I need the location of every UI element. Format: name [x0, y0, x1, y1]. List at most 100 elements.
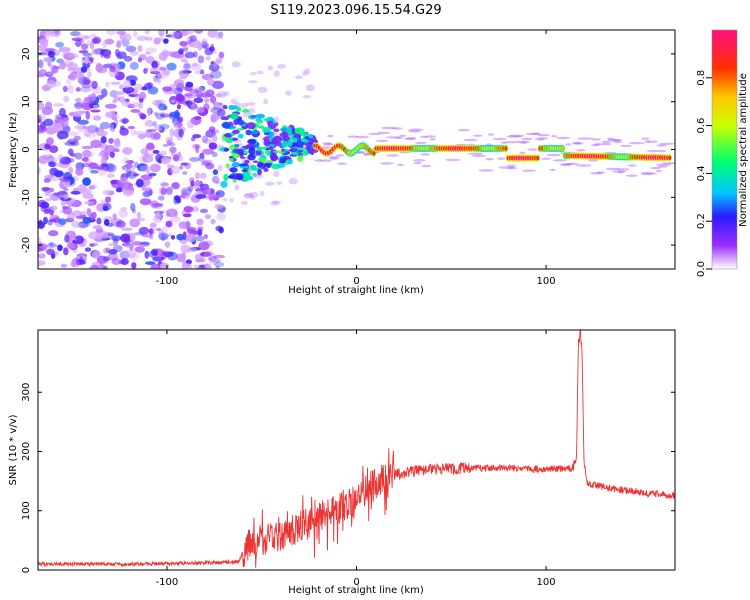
heatmap-cell [49, 218, 57, 223]
heatmap-cell [424, 135, 437, 138]
heatmap-cell [212, 105, 219, 110]
heatmap-cell [50, 168, 57, 172]
heatmap-cell [202, 240, 214, 247]
heatmap-cell [113, 118, 119, 126]
heatmap-cell [178, 221, 189, 229]
heatmap-cell [45, 80, 57, 89]
heatmap-cell [276, 181, 283, 185]
heatmap-cell [158, 30, 165, 37]
snr-ticks: -100 0 100 0 100 200 300 [21, 330, 675, 588]
heatmap-cell [83, 35, 90, 40]
heatmap-cell [96, 95, 104, 100]
heatmap-cell [521, 169, 537, 172]
heatmap-cell [239, 103, 249, 108]
heatmap-cell [203, 234, 208, 239]
heatmap-cell [159, 123, 170, 130]
heatmap-cell [656, 144, 667, 147]
heatmap-cell [237, 116, 243, 121]
heatmap-cell [162, 86, 173, 92]
heatmap-cell [148, 228, 154, 235]
heatmap-cell [146, 128, 157, 133]
heatmap-cell [119, 84, 124, 90]
heatmap-cell [159, 66, 167, 71]
heatmap-cell [123, 243, 135, 248]
heatmap-cell [263, 167, 269, 172]
heatmap-cell [194, 172, 201, 180]
heatmap-cell [65, 78, 72, 85]
heatmap-cell [169, 146, 177, 154]
heatmap-cell [500, 141, 508, 144]
heatmap-cell [42, 33, 50, 41]
heatmap-cell [44, 30, 57, 34]
heatmap-cell [187, 39, 192, 45]
x-tick-label: 0 [353, 577, 359, 588]
heatmap-cell [38, 124, 47, 133]
heatmap-cell [218, 226, 224, 234]
heatmap-cell [240, 200, 248, 206]
heatmap-cell [93, 104, 98, 108]
heatmap-cell [88, 231, 100, 240]
y-tick-label: 100 [21, 501, 32, 520]
heatmap-cell [116, 41, 122, 48]
y-tick-label: 0 [21, 567, 32, 573]
heatmap-cell [397, 163, 404, 167]
heatmap-cell [74, 125, 86, 130]
heatmap-cell [110, 81, 121, 86]
heatmap-cell [106, 30, 116, 36]
heatmap-cell [107, 242, 119, 247]
heatmap-cell [565, 143, 572, 146]
heatmap-cell [56, 130, 69, 140]
heatmap-cell [270, 201, 280, 206]
heatmap-cell [141, 234, 153, 238]
heatmap-cell [139, 198, 152, 206]
heatmap-cell [89, 41, 95, 50]
heatmap-cell [487, 133, 494, 136]
heatmap-cell [227, 175, 235, 179]
heatmap-cell [668, 155, 672, 160]
heatmap-cell [190, 103, 196, 111]
heatmap-cell [145, 261, 156, 265]
heatmap-cell [89, 243, 95, 247]
heatmap-cell [252, 160, 259, 163]
heatmap-cell [139, 113, 147, 120]
heatmap-cell [201, 135, 209, 144]
heatmap-cell [200, 251, 212, 257]
heatmap-cell [225, 137, 234, 144]
heatmap-cell [467, 152, 484, 155]
heatmap-cell [190, 180, 195, 187]
heatmap-cell [122, 147, 133, 155]
heatmap-cell [257, 70, 264, 75]
heatmap-cell [279, 156, 287, 163]
heatmap-cell [394, 136, 404, 140]
colorbar: 0.0 0.2 0.4 0.6 0.8 Normalized spectral ampl… [696, 29, 749, 277]
heatmap-cell [304, 68, 311, 75]
heatmap-cell [72, 249, 78, 253]
heatmap-cell [101, 265, 108, 269]
heatmap-cell [154, 124, 163, 131]
heatmap-cell [617, 168, 630, 171]
heatmap-cell [534, 138, 545, 141]
colorbar-frame [711, 29, 738, 270]
colorbar-gradient [712, 30, 737, 269]
heatmap-cell [56, 244, 63, 252]
heatmap-cell [261, 146, 267, 150]
heatmap-cell [445, 158, 461, 162]
heatmap-cell [561, 163, 573, 166]
heatmap-cell [657, 165, 668, 168]
heatmap-cell [133, 30, 138, 38]
heatmap-cell [150, 200, 159, 209]
heatmap-cell [45, 198, 52, 202]
heatmap-cell [267, 65, 274, 71]
heatmap-cell [250, 114, 257, 119]
heatmap-cell [559, 163, 571, 166]
heatmap-cell [125, 45, 137, 53]
heatmap-cell [127, 125, 136, 130]
heatmap-cell [144, 250, 150, 259]
heatmap-cell [71, 220, 82, 228]
heatmap-cell [182, 47, 189, 52]
heatmap-cell [42, 154, 53, 160]
heatmap-cell [498, 166, 515, 169]
heatmap-cell [153, 78, 161, 83]
heatmap-cell [199, 208, 209, 214]
heatmap-cell [55, 41, 64, 48]
